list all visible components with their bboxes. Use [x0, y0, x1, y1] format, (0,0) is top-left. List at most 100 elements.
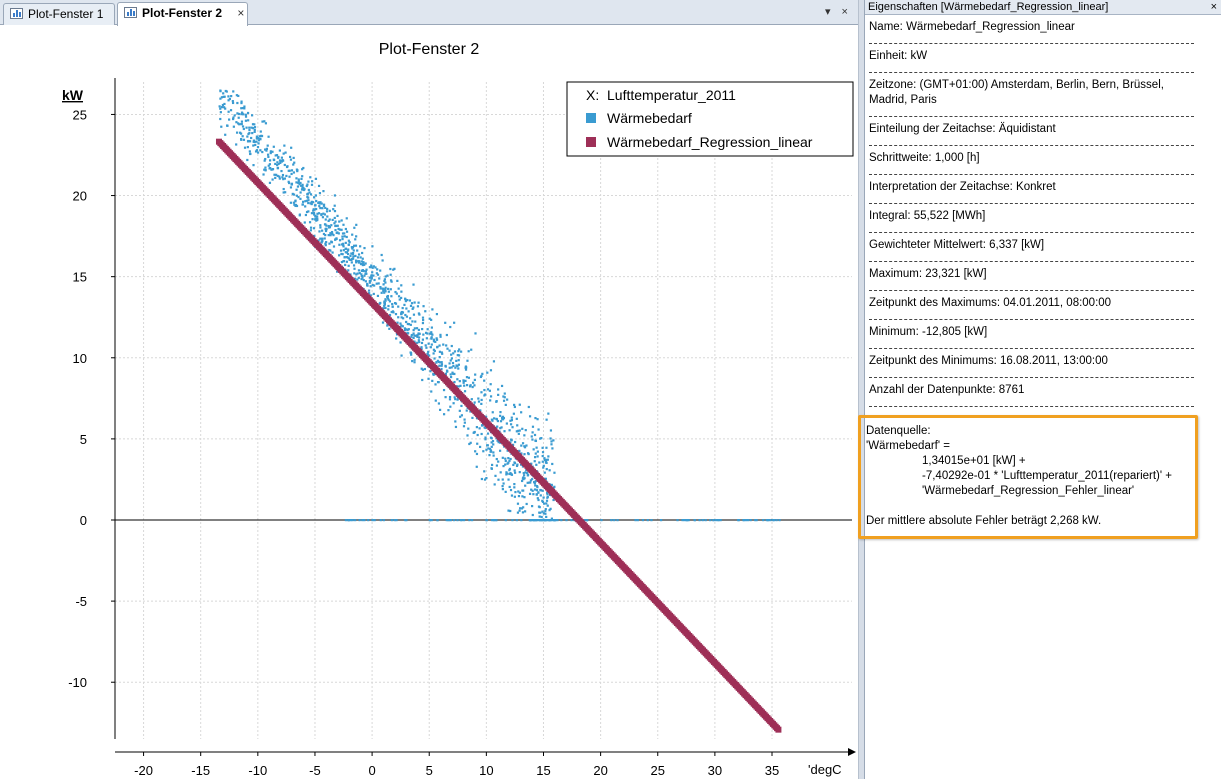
data-point [379, 269, 382, 272]
data-point [529, 479, 533, 482]
axes [114, 78, 856, 756]
data-point [382, 289, 385, 293]
pane-splitter[interactable] [858, 0, 864, 779]
data-point [297, 181, 300, 185]
tab-plot-fenster-2[interactable]: Plot-Fenster 2 × [117, 2, 248, 26]
data-point [483, 379, 486, 382]
tab-plot-fenster-1[interactable]: Plot-Fenster 1 [3, 3, 115, 25]
data-point [390, 280, 393, 283]
data-point [565, 519, 568, 522]
data-point [394, 301, 397, 305]
data-point [264, 122, 268, 125]
data-point [242, 138, 246, 141]
data-point [418, 313, 421, 316]
data-point [275, 154, 279, 157]
x-tick-label: 25 [651, 763, 665, 778]
data-point [361, 519, 364, 522]
data-point [505, 473, 508, 476]
data-point [338, 243, 341, 246]
data-point [262, 173, 265, 176]
data-point [352, 249, 355, 252]
data-point [274, 162, 277, 166]
data-point [293, 203, 296, 206]
data-point [548, 469, 551, 472]
data-point [545, 515, 548, 519]
data-point [345, 235, 348, 239]
data-point [508, 459, 511, 462]
data-point [246, 135, 249, 138]
data-point [240, 107, 243, 110]
data-point [241, 135, 244, 138]
data-point [411, 359, 414, 363]
data-point [543, 502, 546, 505]
data-point [542, 519, 545, 522]
data-point [230, 95, 233, 98]
data-point [543, 459, 547, 462]
data-point [509, 419, 512, 422]
data-point [535, 519, 538, 522]
data-point [600, 519, 603, 522]
data-point [310, 200, 313, 203]
data-point [475, 465, 478, 468]
data-point [496, 425, 499, 428]
data-point [476, 433, 479, 437]
data-point [258, 135, 261, 138]
data-point [489, 450, 492, 453]
data-point [499, 471, 502, 474]
data-point [386, 324, 389, 327]
data-point [427, 377, 430, 380]
data-point [448, 519, 451, 522]
data-point [400, 290, 403, 293]
data-point [486, 371, 489, 374]
data-point [548, 519, 551, 522]
tab-list-controls[interactable]: ▾ × [824, 6, 852, 18]
data-point [311, 218, 314, 221]
data-point [295, 177, 298, 180]
data-point [515, 519, 518, 522]
data-point [269, 166, 272, 170]
tab-close-icon[interactable]: × [237, 6, 245, 20]
data-point [413, 334, 416, 337]
data-point [517, 429, 520, 432]
data-point [394, 290, 397, 294]
data-point [239, 137, 243, 141]
data-point [435, 313, 439, 316]
data-point [400, 354, 403, 357]
data-point [469, 410, 472, 413]
data-point [502, 482, 505, 485]
data-point [384, 299, 387, 302]
datasource-title: Datenquelle: [866, 425, 931, 437]
prop-einteilung: Einteilung der Zeitachse: Äquidistant [869, 117, 1194, 146]
data-point [510, 416, 513, 419]
data-point [502, 399, 506, 402]
data-point [431, 379, 434, 382]
tab-bar: Plot-Fenster 1 Plot-Fenster 2 × ▾ × [0, 0, 858, 26]
data-point [282, 152, 285, 155]
legend-swatch-waermebedarf [586, 113, 596, 123]
data-point [400, 324, 403, 327]
data-point [235, 143, 238, 146]
data-point [310, 202, 313, 205]
data-point [383, 278, 387, 281]
data-point [255, 140, 258, 143]
data-point [391, 302, 394, 306]
data-point [282, 191, 285, 194]
data-point [538, 519, 542, 522]
data-point [255, 149, 259, 152]
data-point [424, 331, 428, 334]
data-point [341, 253, 344, 256]
data-point [368, 276, 371, 279]
data-point [469, 384, 472, 387]
data-point [232, 90, 235, 93]
data-point [274, 176, 277, 180]
data-point [429, 370, 432, 373]
data-point [406, 328, 409, 331]
scatter-chart[interactable]: -20 -15 -10 -5 0 5 10 15 20 25 30 35 -10 -5 0 5 10 15 20 25… [0, 0, 858, 779]
close-icon[interactable]: × [1210, 1, 1217, 13]
data-point [222, 92, 225, 95]
data-point [232, 116, 235, 119]
data-point [283, 163, 286, 167]
data-point [507, 478, 510, 481]
data-point [284, 191, 287, 194]
data-point [383, 279, 386, 282]
